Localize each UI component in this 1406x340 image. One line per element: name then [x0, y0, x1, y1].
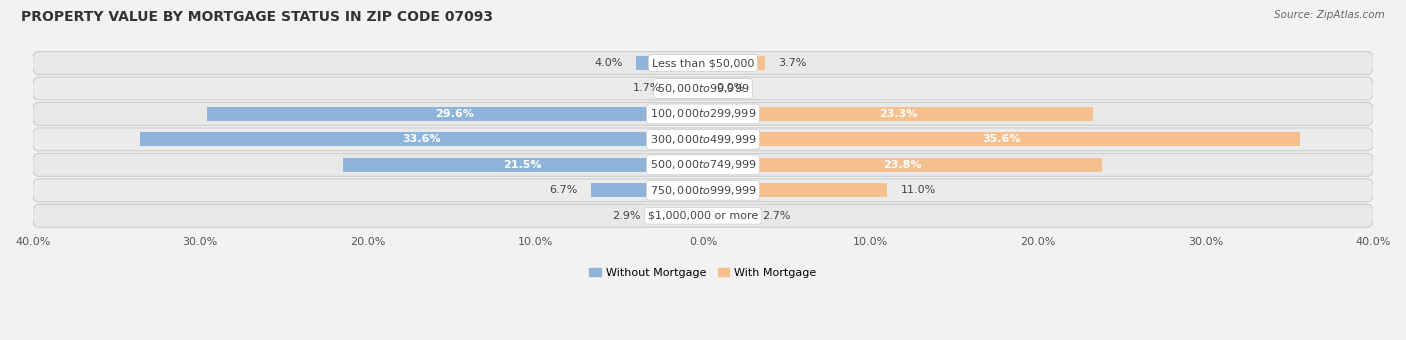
Bar: [703, 107, 1094, 121]
Text: $300,000 to $499,999: $300,000 to $499,999: [650, 133, 756, 146]
Text: $750,000 to $999,999: $750,000 to $999,999: [650, 184, 756, 197]
Text: 23.8%: 23.8%: [883, 160, 922, 170]
FancyBboxPatch shape: [32, 128, 1374, 151]
Text: 2.7%: 2.7%: [762, 211, 790, 221]
Bar: [636, 56, 703, 70]
Legend: Without Mortgage, With Mortgage: Without Mortgage, With Mortgage: [585, 263, 821, 282]
Text: 29.6%: 29.6%: [436, 109, 474, 119]
FancyBboxPatch shape: [32, 179, 1374, 202]
FancyBboxPatch shape: [32, 153, 1374, 176]
Text: 33.6%: 33.6%: [402, 134, 440, 144]
Bar: [703, 158, 1102, 172]
Bar: [207, 107, 703, 121]
Text: 0.0%: 0.0%: [717, 83, 745, 94]
Text: 4.0%: 4.0%: [595, 58, 623, 68]
Bar: [675, 82, 703, 96]
Text: Source: ZipAtlas.com: Source: ZipAtlas.com: [1274, 10, 1385, 20]
Text: 3.7%: 3.7%: [779, 58, 807, 68]
Text: $100,000 to $299,999: $100,000 to $299,999: [650, 107, 756, 120]
Text: PROPERTY VALUE BY MORTGAGE STATUS IN ZIP CODE 07093: PROPERTY VALUE BY MORTGAGE STATUS IN ZIP…: [21, 10, 494, 24]
Text: 1.7%: 1.7%: [633, 83, 661, 94]
Text: 35.6%: 35.6%: [981, 134, 1021, 144]
Text: 23.3%: 23.3%: [879, 109, 918, 119]
Text: 21.5%: 21.5%: [503, 160, 543, 170]
FancyBboxPatch shape: [32, 204, 1374, 227]
Bar: [141, 132, 703, 147]
Text: $1,000,000 or more: $1,000,000 or more: [648, 211, 758, 221]
Text: $50,000 to $99,999: $50,000 to $99,999: [657, 82, 749, 95]
Bar: [654, 209, 703, 223]
Text: Less than $50,000: Less than $50,000: [652, 58, 754, 68]
Bar: [703, 132, 1299, 147]
FancyBboxPatch shape: [32, 102, 1374, 125]
Bar: [703, 183, 887, 197]
Bar: [703, 209, 748, 223]
FancyBboxPatch shape: [32, 52, 1374, 74]
Text: 6.7%: 6.7%: [548, 185, 578, 195]
FancyBboxPatch shape: [32, 77, 1374, 100]
Bar: [703, 56, 765, 70]
Text: 2.9%: 2.9%: [613, 211, 641, 221]
Bar: [591, 183, 703, 197]
Text: 11.0%: 11.0%: [901, 185, 936, 195]
Text: $500,000 to $749,999: $500,000 to $749,999: [650, 158, 756, 171]
Bar: [343, 158, 703, 172]
